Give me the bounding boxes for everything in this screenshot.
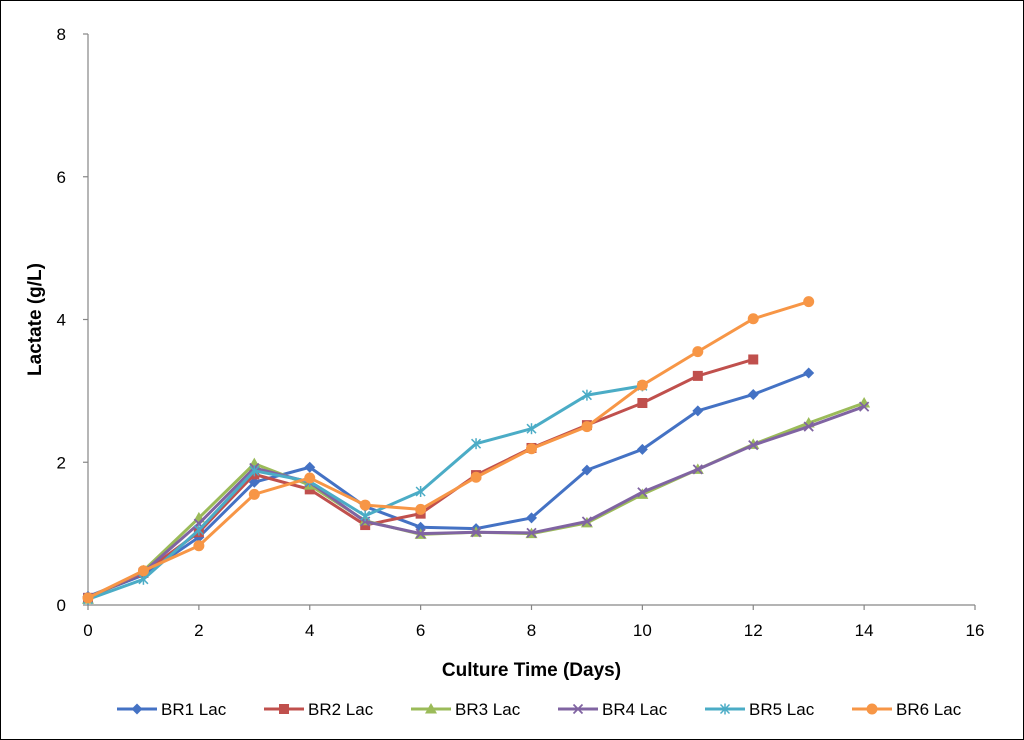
data-point	[359, 499, 371, 511]
data-point	[637, 487, 648, 498]
data-point	[193, 540, 205, 552]
legend-marker	[719, 703, 731, 715]
data-point	[304, 461, 316, 473]
x-tick-label: 4	[305, 621, 314, 640]
data-point	[747, 388, 759, 400]
data-point	[692, 464, 703, 475]
x-tick-label: 8	[527, 621, 536, 640]
legend: BR1 Lac BR2 Lac BR3 Lac BR4 Lac BR5 Lac BR6 L…	[117, 700, 962, 719]
legend-label: BR4 Lac	[602, 700, 668, 719]
legend-marker	[572, 703, 584, 715]
data-point	[858, 401, 870, 412]
x-tick-label: 6	[416, 621, 425, 640]
legend-entry: BR2 Lac	[264, 700, 374, 719]
y-tick-label: 0	[57, 596, 66, 615]
x-tick-label: 12	[744, 621, 763, 640]
data-point	[692, 346, 704, 358]
data-point	[526, 512, 537, 524]
data-point	[748, 439, 759, 451]
legend-label: BR6 Lac	[896, 700, 962, 719]
data-point	[581, 421, 593, 433]
data-point	[471, 438, 482, 450]
x-tick-label: 2	[194, 621, 203, 640]
data-point	[470, 527, 482, 538]
legend-entry: BR3 Lac	[411, 700, 521, 719]
series-6	[82, 296, 815, 604]
y-tick-label: 8	[57, 25, 66, 44]
legend-entry: BR6 Lac	[852, 700, 962, 719]
legend-marker	[866, 703, 878, 715]
legend-marker	[279, 704, 289, 714]
series-line	[87, 405, 865, 600]
series-line	[87, 401, 865, 601]
data-point	[415, 528, 426, 539]
data-point	[415, 503, 427, 515]
y-tick-label: 2	[57, 453, 66, 472]
tick-labels: 0 2 4 6 8 0 2 4 6 8 10 12 14 16	[57, 25, 985, 640]
data-point	[470, 471, 482, 483]
legend-entry: BR5 Lac	[705, 700, 815, 719]
data-point	[82, 592, 94, 604]
legend-label: BR2 Lac	[308, 700, 374, 719]
series-line	[87, 358, 754, 600]
data-point	[581, 389, 592, 401]
data-point	[137, 565, 149, 577]
x-tick-label: 0	[83, 621, 92, 640]
data-point	[636, 379, 648, 391]
legend-entry: BR1 Lac	[117, 700, 227, 719]
data-point	[803, 367, 815, 379]
data-point	[692, 370, 703, 381]
legend-label: BR3 Lac	[455, 700, 521, 719]
legend-marker	[131, 703, 143, 715]
y-tick-label: 6	[57, 168, 66, 187]
series-1	[82, 367, 815, 602]
series-2	[83, 354, 759, 603]
data-point	[193, 524, 204, 536]
data-point	[526, 443, 537, 455]
series-line	[87, 300, 810, 600]
data-point	[415, 486, 426, 498]
data-point	[360, 510, 371, 522]
data-point	[248, 476, 260, 488]
legend-label: BR1 Lac	[161, 700, 227, 719]
data-point	[637, 398, 648, 409]
legend-label: BR5 Lac	[749, 700, 815, 719]
legend-marker	[425, 703, 437, 714]
series-layer	[82, 296, 871, 605]
data-point	[692, 405, 704, 417]
series-5	[82, 380, 648, 605]
y-axis-title: Lactate (g/L)	[25, 263, 46, 376]
data-point	[803, 421, 814, 432]
data-point	[304, 472, 316, 484]
data-point	[748, 354, 759, 365]
data-point	[747, 313, 759, 325]
data-point	[526, 527, 537, 539]
x-tick-label: 16	[966, 621, 985, 640]
axes	[83, 33, 976, 610]
data-point	[636, 443, 648, 455]
x-tick-label: 10	[633, 621, 652, 640]
legend-entry: BR4 Lac	[558, 700, 668, 719]
data-point	[858, 397, 871, 408]
data-point	[581, 464, 593, 476]
data-point	[803, 296, 815, 308]
series-4	[82, 401, 870, 603]
series-line	[87, 371, 810, 598]
series-3	[82, 397, 871, 604]
x-tick-label: 14	[855, 621, 874, 640]
data-point	[581, 516, 593, 527]
y-tick-label: 4	[57, 311, 66, 330]
data-point	[249, 465, 260, 477]
data-point	[248, 488, 260, 500]
data-point	[526, 423, 537, 435]
x-axis-title: Culture Time (Days)	[442, 660, 621, 681]
